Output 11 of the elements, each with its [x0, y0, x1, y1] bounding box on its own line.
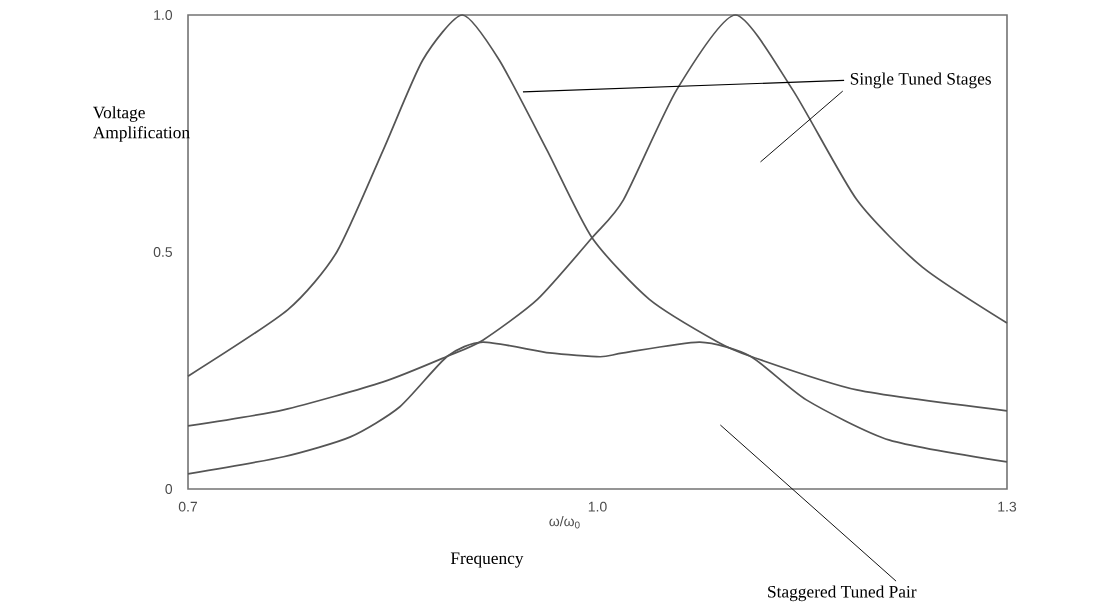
x-tick-label: 1.3 [998, 501, 1017, 512]
y-tick-label: 1.0 [154, 10, 173, 20]
x-axis-title: Frequency [450, 552, 524, 568]
y-tick-label: 0.5 [153, 247, 173, 257]
text: Staggered Tuned Pair [768, 585, 917, 602]
y-axis-title: Voltage Amplification [92, 106, 190, 142]
x-tick-label: 1.0 [588, 501, 607, 512]
text: ω/ω$_{0}$ [549, 515, 580, 529]
x-tick-label: 0.7 [178, 501, 198, 512]
annotation: Single Tuned Stages [850, 72, 991, 89]
y-tick-label: 0 [165, 484, 173, 494]
